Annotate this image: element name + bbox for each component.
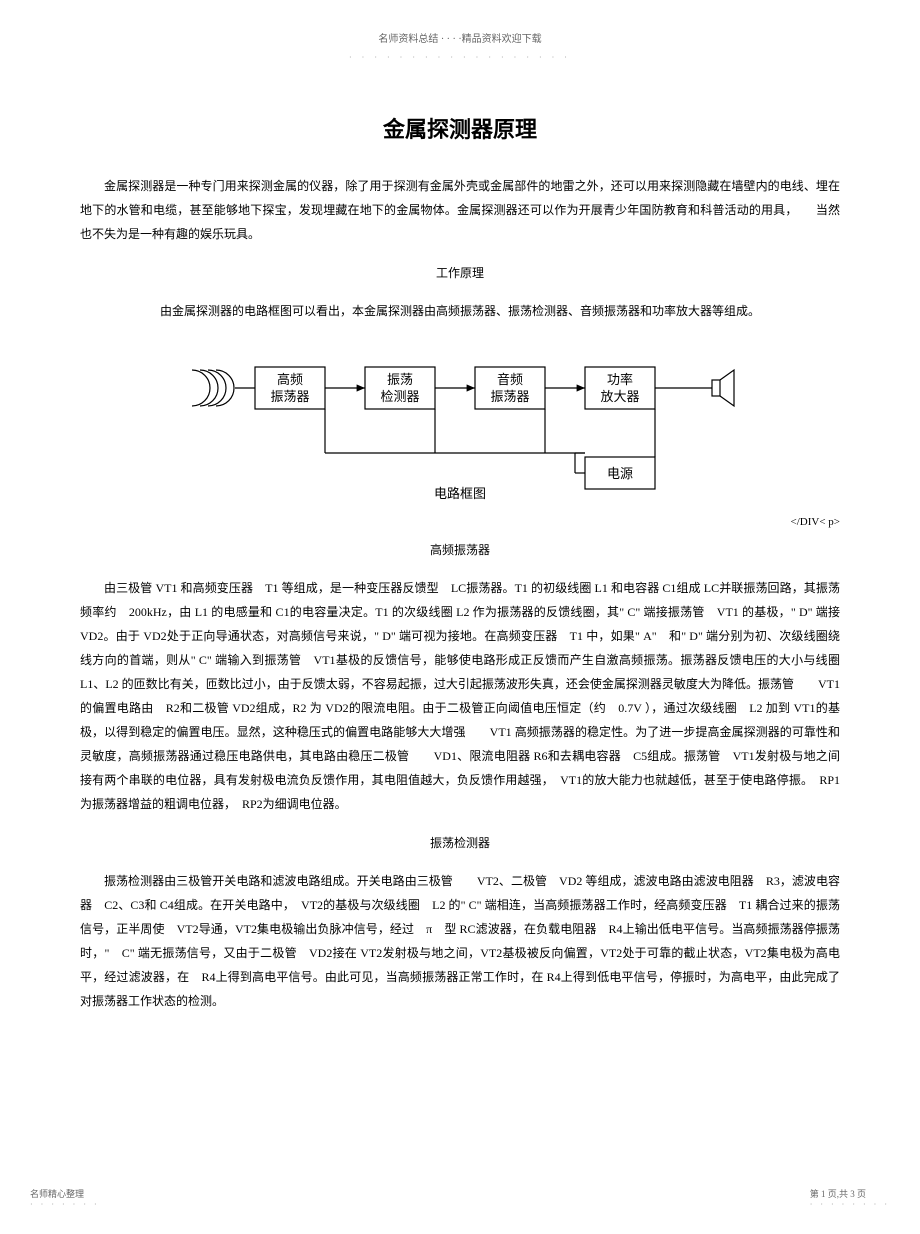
svg-text:高频: 高频 xyxy=(277,372,303,387)
svg-text:振荡器: 振荡器 xyxy=(490,389,529,404)
footer-left-text: 名师精心整理 xyxy=(30,1187,100,1200)
svg-text:振荡: 振荡 xyxy=(387,372,413,387)
header-dots: · · · · · · · · · · · · · · · · · · xyxy=(80,53,840,62)
footer-right-text: 第 1 页,共 3 页 xyxy=(810,1187,890,1200)
footer-left-dots: · · · · · · · xyxy=(30,1200,100,1209)
svg-text:功率: 功率 xyxy=(607,372,633,387)
section1-text: 由金属探测器的电路框图可以看出，本金属探测器由高频振荡器、振荡检测器、音频振荡器… xyxy=(80,299,840,323)
footer-right: 第 1 页,共 3 页 · · · · · · · · xyxy=(810,1187,890,1209)
header-text: 名师资料总结 · · · ·精品资料欢迎下载 xyxy=(80,30,840,45)
diagram-tag-text: </DIV< p> xyxy=(791,516,840,528)
section1-title: 工作原理 xyxy=(80,264,840,281)
svg-text:电源: 电源 xyxy=(607,466,633,481)
section3-title: 振荡检测器 xyxy=(80,834,840,851)
svg-text:音频: 音频 xyxy=(497,372,523,387)
svg-text:电路框图: 电路框图 xyxy=(434,486,486,501)
section2-text: 由三极管 VT1 和高频变压器 T1 等组成，是一种变压器反馈型 LC振荡器。T… xyxy=(80,576,840,816)
intro-paragraph: 金属探测器是一种专门用来探测金属的仪器，除了用于探测有金属外壳或金属部件的地雷之… xyxy=(80,174,840,246)
footer-right-dots: · · · · · · · · xyxy=(810,1200,890,1209)
section3-text: 振荡检测器由三极管开关电路和滤波电路组成。开关电路由三极管 VT2、二极管 VD… xyxy=(80,869,840,1013)
svg-text:振荡器: 振荡器 xyxy=(270,389,309,404)
footer-left: 名师精心整理 · · · · · · · xyxy=(30,1187,100,1209)
svg-text:放大器: 放大器 xyxy=(600,389,639,404)
svg-text:检测器: 检测器 xyxy=(380,389,419,404)
main-title: 金属探测器原理 xyxy=(80,112,840,144)
block-diagram: 高频振荡器振荡检测器音频振荡器功率放大器电源电路框图 </DIV< p> xyxy=(80,343,840,523)
section2-title: 高频振荡器 xyxy=(80,541,840,558)
